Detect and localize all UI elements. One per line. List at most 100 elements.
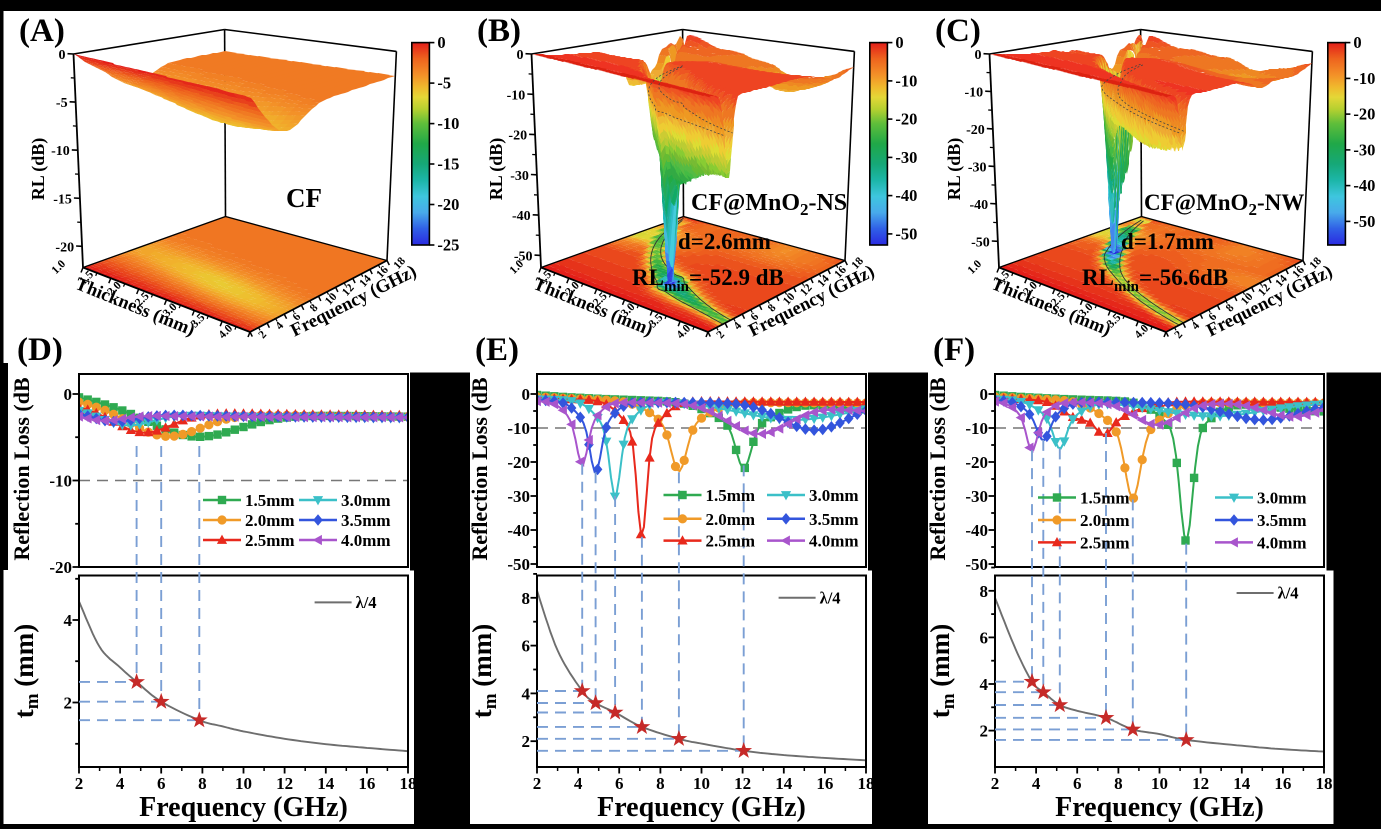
- svg-text:2: 2: [75, 774, 84, 793]
- svg-text:-20: -20: [508, 129, 527, 144]
- svg-text:14: 14: [775, 774, 793, 793]
- svg-text:-20: -20: [965, 453, 988, 472]
- svg-text:4: 4: [116, 774, 125, 793]
- svg-text:0: 0: [437, 33, 445, 52]
- svg-text:-30: -30: [965, 487, 988, 506]
- svg-text:Frequency (GHz): Frequency (GHz): [139, 792, 348, 823]
- svg-text:λ/4: λ/4: [820, 588, 841, 607]
- svg-text:-40: -40: [512, 209, 531, 224]
- svg-text:(E): (E): [475, 332, 519, 368]
- svg-text:3.5mm: 3.5mm: [1257, 511, 1307, 530]
- svg-text:-20: -20: [1353, 105, 1375, 124]
- svg-text:14: 14: [1233, 774, 1251, 793]
- svg-text:12: 12: [276, 774, 293, 793]
- svg-text:0: 0: [1353, 33, 1361, 52]
- svg-text:10: 10: [1151, 774, 1168, 793]
- svg-text:-10: -10: [507, 88, 526, 103]
- svg-text:4.0mm: 4.0mm: [1257, 533, 1307, 552]
- svg-text:-10: -10: [965, 86, 984, 101]
- svg-text:4: 4: [1032, 774, 1041, 793]
- svg-text:-10: -10: [895, 71, 917, 90]
- svg-text:RL (dB): RL (dB): [28, 138, 49, 201]
- svg-text:-20: -20: [49, 558, 72, 577]
- svg-text:Reflection Loss (dB: Reflection Loss (dB: [925, 377, 950, 561]
- svg-text:d=1.7mm: d=1.7mm: [1121, 229, 1214, 254]
- svg-text:0: 0: [522, 385, 531, 404]
- svg-text:-30: -30: [1353, 140, 1375, 159]
- svg-text:8: 8: [656, 774, 665, 793]
- svg-text:-5: -5: [437, 74, 451, 93]
- svg-text:CF: CF: [286, 183, 322, 213]
- svg-text:4.0mm: 4.0mm: [341, 531, 391, 550]
- svg-text:-15: -15: [53, 192, 72, 207]
- svg-text:6: 6: [980, 628, 989, 647]
- svg-text:0: 0: [64, 385, 73, 404]
- svg-text:16: 16: [816, 774, 833, 793]
- svg-text:λ/4: λ/4: [1278, 584, 1299, 603]
- svg-text:1.5mm: 1.5mm: [245, 491, 295, 510]
- svg-text:12: 12: [1192, 774, 1209, 793]
- svg-text:2.0mm: 2.0mm: [245, 511, 295, 530]
- svg-text:3.0mm: 3.0mm: [809, 486, 859, 505]
- svg-text:1.5mm: 1.5mm: [706, 486, 756, 505]
- svg-text:(F): (F): [933, 332, 975, 368]
- svg-text:-40: -40: [970, 198, 989, 213]
- svg-text:-30: -30: [510, 169, 529, 184]
- svg-text:4: 4: [522, 684, 531, 703]
- svg-text:-50: -50: [514, 249, 533, 264]
- svg-text:0: 0: [895, 33, 903, 52]
- svg-text:-20: -20: [55, 240, 74, 255]
- svg-text:Frequency (GHz): Frequency (GHz): [1055, 792, 1264, 823]
- svg-text:Reflection Loss (dB: Reflection Loss (dB: [467, 377, 492, 561]
- svg-text:0: 0: [517, 48, 524, 63]
- svg-text:CF@MnO2-NS: CF@MnO2-NS: [691, 190, 847, 219]
- svg-text:(D): (D): [17, 332, 63, 368]
- svg-text:-40: -40: [895, 186, 917, 205]
- svg-text:-25: -25: [437, 236, 459, 255]
- svg-text:-50: -50: [1353, 212, 1375, 231]
- svg-text:Frequency (GHz): Frequency (GHz): [597, 792, 806, 823]
- svg-text:18: 18: [1316, 774, 1333, 793]
- svg-text:-50: -50: [507, 555, 530, 574]
- svg-text:8: 8: [198, 774, 207, 793]
- svg-text:2.5mm: 2.5mm: [245, 531, 295, 550]
- svg-text:4: 4: [64, 611, 73, 630]
- svg-text:-10: -10: [507, 419, 530, 438]
- svg-text:2: 2: [533, 774, 542, 793]
- svg-text:-15: -15: [437, 155, 459, 174]
- svg-text:14: 14: [317, 774, 335, 793]
- svg-text:2: 2: [991, 774, 1000, 793]
- svg-text:18: 18: [858, 774, 875, 793]
- svg-text:-30: -30: [895, 148, 917, 167]
- svg-text:2.0mm: 2.0mm: [1080, 511, 1130, 530]
- svg-text:d=2.6mm: d=2.6mm: [678, 229, 771, 254]
- svg-text:18: 18: [400, 774, 417, 793]
- svg-text:-50: -50: [971, 235, 990, 250]
- svg-text:-40: -40: [507, 521, 530, 540]
- svg-text:-40: -40: [1353, 176, 1375, 195]
- svg-text:-5: -5: [56, 96, 68, 111]
- svg-text:8: 8: [1114, 774, 1123, 793]
- svg-text:2.0mm: 2.0mm: [706, 510, 756, 529]
- svg-text:-10: -10: [965, 419, 988, 438]
- svg-text:3.5mm: 3.5mm: [341, 511, 391, 530]
- svg-text:12: 12: [734, 774, 751, 793]
- svg-text:10: 10: [235, 774, 252, 793]
- svg-text:6: 6: [157, 774, 166, 793]
- svg-text:RL (dB): RL (dB): [944, 138, 965, 201]
- svg-text:6: 6: [522, 637, 531, 656]
- svg-text:-10: -10: [49, 472, 72, 491]
- svg-text:2.5mm: 2.5mm: [1080, 533, 1130, 552]
- svg-text:RL (dB): RL (dB): [486, 138, 507, 201]
- svg-text:-30: -30: [507, 487, 530, 506]
- svg-text:0: 0: [980, 385, 989, 404]
- svg-text:-20: -20: [437, 195, 459, 214]
- svg-text:8: 8: [980, 582, 989, 601]
- svg-text:16: 16: [358, 774, 375, 793]
- svg-text:2.5mm: 2.5mm: [706, 532, 756, 551]
- svg-text:10: 10: [693, 774, 710, 793]
- svg-text:-40: -40: [965, 521, 988, 540]
- svg-text:(A): (A): [19, 13, 65, 49]
- svg-text:4.0mm: 4.0mm: [809, 532, 859, 551]
- svg-text:-10: -10: [437, 114, 459, 133]
